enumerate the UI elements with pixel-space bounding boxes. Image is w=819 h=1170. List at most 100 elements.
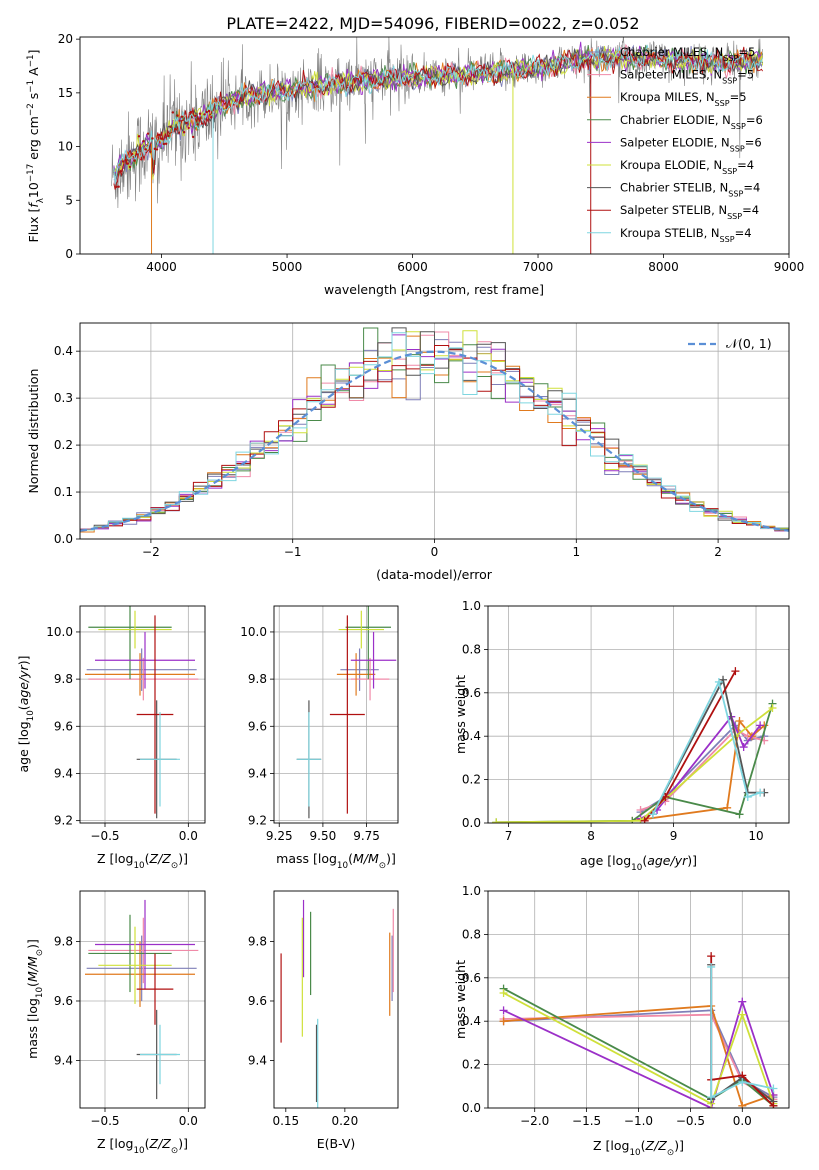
weight-line-salpeter_miles — [640, 728, 765, 811]
weight-marker-chabrier_elodie — [735, 810, 744, 819]
plot-area — [85, 606, 199, 819]
weight-marker-kroupa_miles — [499, 1017, 508, 1026]
y-tick-label: 9.4 — [54, 766, 73, 780]
weight-marker-kroupa_stelib — [714, 677, 723, 686]
model-point-salpeter-stelib — [133, 159, 136, 162]
plot-area — [499, 952, 778, 1108]
x-axis-label: mass [log10(M/M⊙)] — [276, 851, 396, 871]
y-tick-label: 0.0 — [54, 532, 73, 546]
model-point-salpeter-stelib — [198, 112, 202, 115]
model-point-salpeter-stelib — [185, 121, 188, 125]
x-tick-label: 0 — [431, 545, 439, 559]
normal-curve — [80, 350, 789, 532]
y-tick-label: 9.6 — [54, 719, 73, 733]
y-tick-label: 10.0 — [240, 625, 267, 639]
legend-label: Salpeter ELODIE, NSSP=6 — [620, 135, 762, 153]
model-point-salpeter-stelib — [203, 113, 206, 116]
model-point-salpeter-stelib — [142, 139, 145, 143]
legend-label: Salpeter MILES, NSSP=5 — [620, 68, 754, 86]
y-tick-label: 1.0 — [462, 599, 481, 613]
y-axis-label: Flux [fλ10−17 erg cm−2 s−1 A−1] — [26, 50, 46, 243]
y-axis-label: mass weight — [453, 960, 468, 1039]
legend: Chabrier MILES, NSSP=5 Salpeter MILES, NS… — [587, 45, 763, 243]
y-tick-label: 9.4 — [54, 1053, 73, 1067]
plot-area — [280, 899, 394, 1108]
x-tick-label: 2 — [714, 545, 722, 559]
x-tick-label: 9 — [670, 829, 678, 843]
model-point-salpeter-stelib — [207, 109, 211, 113]
weight-line-chabrier_stelib — [652, 677, 765, 815]
legend-label: Salpeter STELIB, NSSP=4 — [620, 203, 759, 221]
x-tick-label: 0.0 — [733, 1114, 752, 1128]
x-axis-label: wavelength [Angstrom, rest frame] — [324, 282, 544, 297]
y-tick-label: 0.1 — [54, 485, 73, 499]
weight-marker-kroupa_elodie — [499, 988, 508, 997]
axes-frame — [273, 890, 399, 1109]
y-tick-label: 0.4 — [462, 729, 481, 743]
axes-frame — [273, 605, 399, 824]
chart-spectrum: 4000 5000 6000 7000 8000 9000 0 5 10 15 20 waveleng… — [26, 32, 804, 297]
plot-area — [80, 327, 789, 539]
y-tick-label: 0.6 — [462, 686, 481, 700]
axes-frame — [487, 605, 790, 824]
weight-marker-salpeter_stelib — [731, 667, 740, 676]
y-tick-label: 0.0 — [462, 1101, 481, 1115]
model-point-salpeter-stelib — [180, 115, 184, 118]
weight-marker-kroupa_elodie — [738, 1010, 747, 1019]
x-tick-label: −0.5 — [90, 829, 119, 843]
y-tick-label: 0.2 — [54, 438, 73, 452]
model-point-salpeter-stelib — [178, 119, 181, 122]
chart-residual_hist: −2 −1 0 1 2 0.0 0.1 0.2 0.3 0.4 (data-model)/error… — [26, 322, 790, 582]
weight-line-kroupa_stelib — [710, 967, 774, 1099]
model-point-salpeter-stelib — [210, 116, 213, 119]
legend-label: Kroupa ELODIE, NSSP=4 — [620, 158, 754, 176]
y-tick-label: 0.6 — [462, 971, 481, 985]
y-axis-label: Normed distribution — [26, 369, 41, 494]
weight-marker-salpeter_elodie — [756, 721, 765, 730]
x-tick-label: 4000 — [146, 260, 177, 274]
model-point-salpeter-stelib — [158, 133, 161, 137]
y-tick-label: 9.4 — [248, 766, 267, 780]
weight-marker-kroupa_elodie — [768, 703, 777, 712]
model-point-salpeter-stelib — [126, 162, 129, 165]
plot-area — [85, 899, 199, 1100]
model-point-salpeter-stelib — [160, 137, 163, 140]
x-axis-label: (data-model)/error — [376, 567, 493, 582]
model-point-salpeter-stelib — [201, 122, 204, 125]
x-tick-label: −1.0 — [624, 1114, 653, 1128]
weight-marker-kroupa_stelib — [769, 1084, 778, 1093]
model-point-salpeter-stelib — [121, 160, 125, 163]
y-tick-label: 0 — [65, 247, 73, 261]
model-point-salpeter-stelib — [144, 148, 147, 151]
model-line-kroupa_stelib — [113, 44, 764, 185]
y-tick-label: 0.8 — [462, 927, 481, 941]
model-point-salpeter-stelib — [153, 147, 156, 151]
x-axis-label: Z [log10(Z/Z⊙)] — [97, 851, 188, 871]
weight-marker-salpeter_elodie — [739, 743, 748, 752]
model-point-salpeter-stelib — [187, 126, 190, 130]
y-tick-label: 0.2 — [462, 1058, 481, 1072]
x-axis-label: Z [log10(Z/Z⊙)] — [593, 1138, 684, 1158]
model-point-salpeter-stelib — [164, 142, 168, 145]
x-tick-label: 7 — [505, 829, 513, 843]
weight-marker-kroupa_miles — [735, 717, 744, 726]
weight-marker-kroupa_miles — [723, 803, 732, 812]
weight-marker-kroupa_stelib — [707, 1093, 716, 1102]
y-tick-label: 9.2 — [54, 814, 73, 828]
axes-frame — [79, 890, 206, 1109]
axes-frame — [79, 36, 790, 255]
chart-age_vs_Z: −0.5 0.0 9.2 9.4 9.6 9.8 10.0 Z [log10(Z/Z⊙)] ag… — [16, 605, 206, 871]
model-point-salpeter-stelib — [205, 110, 208, 114]
model-point-salpeter-stelib — [146, 132, 150, 135]
model-point-salpeter-stelib — [151, 137, 154, 140]
chart-weight_vs_Z: −2.0 −1.5 −1.0 −0.5 0.0 0.0 0.2 0.4 0.6 0.8 1.0 Z [… — [453, 884, 790, 1158]
y-tick-label: 9.6 — [248, 719, 267, 733]
y-tick-label: 5 — [65, 193, 73, 207]
x-tick-label: 0.15 — [272, 1114, 299, 1128]
hist-step-kroupa_stelib — [80, 332, 789, 539]
y-tick-label: 0.4 — [54, 344, 73, 358]
chart-age_vs_mass: 9.25 9.50 9.75 9.2 9.4 9.6 9.8 10.0 mass [log10(… — [240, 605, 399, 871]
y-tick-label: 9.6 — [248, 994, 267, 1008]
model-point-salpeter-stelib — [182, 131, 186, 134]
legend-label: Kroupa STELIB, NSSP=4 — [620, 226, 752, 244]
